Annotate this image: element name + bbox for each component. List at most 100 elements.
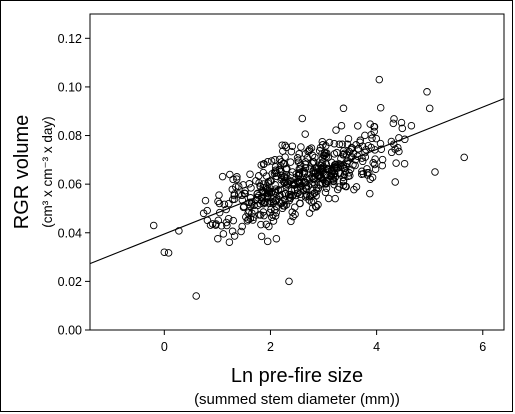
data-point (289, 212, 297, 221)
data-point (395, 134, 403, 142)
data-point (318, 137, 327, 146)
x-tick-label: 4 (373, 340, 380, 354)
data-point (369, 159, 377, 167)
data-point (319, 141, 327, 149)
data-point (315, 174, 324, 183)
data-point (317, 173, 326, 181)
axes: 0 2 4 6 0.00 0.02 0.04 0.06 0.08 0.10 0.12 (58, 32, 487, 354)
data-point (259, 199, 268, 208)
y-tick-label: 0.10 (58, 80, 82, 94)
data-point (226, 170, 234, 179)
data-point (367, 130, 375, 139)
data-point (203, 206, 211, 215)
data-point (201, 196, 210, 205)
data-point (250, 201, 258, 210)
data-point (215, 199, 224, 208)
data-point (269, 217, 278, 225)
data-point (366, 175, 375, 183)
data-point (376, 139, 385, 148)
data-point (361, 131, 369, 140)
data-point (342, 162, 350, 171)
y-tick-label: 0.12 (58, 32, 82, 46)
data-point (257, 232, 266, 241)
data-point (272, 234, 281, 243)
data-point (276, 199, 285, 208)
data-point (327, 172, 336, 180)
data-point (281, 141, 289, 150)
data-point (287, 147, 296, 156)
data-point (397, 118, 406, 127)
data-point (354, 144, 362, 153)
y-tick-label: 0.02 (58, 275, 82, 289)
data-point (230, 232, 239, 240)
data-point (322, 152, 331, 161)
data-point (277, 158, 286, 166)
data-point (339, 147, 348, 155)
data-point (297, 143, 305, 151)
data-point (318, 166, 327, 174)
data-point (407, 121, 416, 130)
data-point (228, 195, 237, 204)
data-point (325, 138, 334, 147)
y-tick-label: 0.04 (58, 226, 82, 240)
data-point (257, 220, 265, 229)
data-point (278, 197, 287, 206)
data-point (301, 130, 309, 138)
data-point (234, 182, 243, 190)
plot-area-frame (89, 13, 505, 331)
data-point (251, 206, 259, 215)
regression-line-group (89, 98, 505, 265)
data-point (288, 168, 297, 176)
data-point (220, 200, 229, 209)
data-point (325, 176, 333, 184)
x-tick-label: 2 (267, 340, 274, 354)
data-point (372, 134, 381, 143)
data-point (352, 183, 361, 191)
data-point (286, 158, 295, 166)
data-point (242, 213, 250, 221)
data-point (309, 190, 317, 198)
data-point (280, 202, 289, 210)
data-point (149, 221, 158, 230)
data-point (345, 169, 353, 177)
data-point (330, 139, 339, 148)
data-point (425, 104, 434, 113)
data-point (288, 208, 296, 216)
data-point (349, 149, 358, 158)
data-point (301, 184, 310, 193)
data-point (340, 170, 349, 179)
data-point (330, 180, 338, 189)
data-point (275, 155, 284, 164)
data-points (149, 75, 468, 300)
data-point (333, 148, 341, 157)
data-point (275, 165, 283, 174)
data-point (230, 191, 239, 200)
data-point (358, 157, 367, 166)
data-point (218, 172, 227, 181)
data-point (370, 160, 379, 169)
data-point (238, 222, 246, 231)
x-axis-subtitle: (summed stem diameter (mm)) (194, 391, 400, 408)
data-point (229, 216, 238, 225)
data-point (264, 157, 272, 166)
x-axis-title: Ln pre-fire size (231, 365, 363, 387)
data-point (257, 161, 265, 169)
data-point (265, 222, 273, 231)
data-point (256, 182, 264, 190)
data-point (305, 209, 314, 217)
data-point (346, 171, 354, 180)
y-axis-title: RGR volume (11, 115, 33, 229)
data-point (260, 211, 268, 220)
data-point (266, 177, 274, 185)
data-point (219, 230, 228, 238)
y-tick-label: 0.00 (58, 324, 82, 338)
data-point (249, 216, 257, 224)
data-point (239, 181, 247, 189)
y-axis-subtitle: (cm³ x cm⁻³ x day) (40, 116, 55, 227)
data-point (211, 221, 220, 229)
data-point (311, 180, 319, 189)
data-point (282, 143, 291, 152)
data-point (310, 158, 318, 166)
data-point (254, 201, 262, 209)
